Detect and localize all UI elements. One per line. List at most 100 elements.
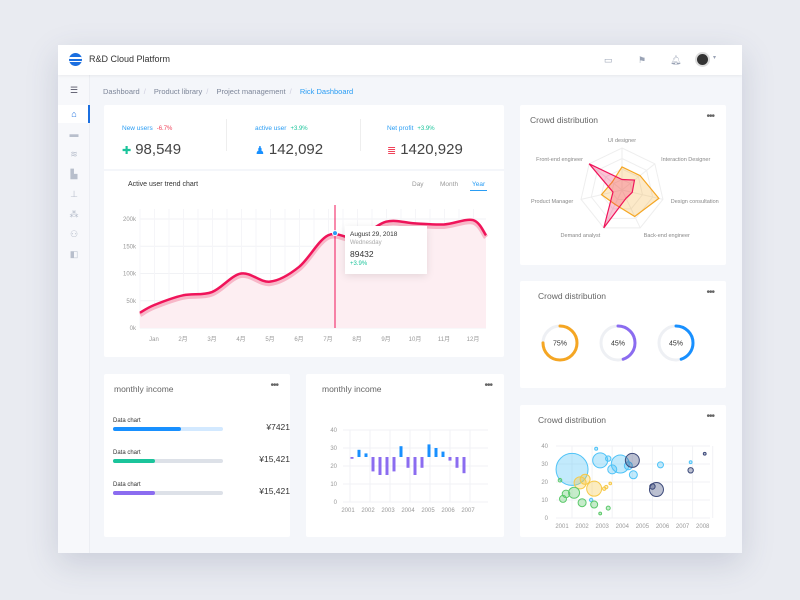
x-tick-label: 12月 <box>467 336 480 343</box>
y-tick-label: 40 <box>541 444 548 450</box>
gauge-arc <box>657 324 695 362</box>
income-value: ¥15,421 <box>259 486 290 496</box>
gauge-charts: 75% 45% 45% <box>541 324 695 362</box>
x-tick-label: Jan <box>149 337 159 343</box>
stat-net-profit: Net profit +3.9% ≣ 1420,929 <box>387 117 463 158</box>
tab-month[interactable]: Month <box>440 181 459 188</box>
radar-card: Crowd distribution ••• UI designer Intera… <box>520 105 726 265</box>
y-tick-label: 40 <box>330 428 337 434</box>
menu-icon[interactable]: ☰ <box>69 85 79 95</box>
stat-change: -6.7% <box>156 126 173 132</box>
x-tick-label: 7月 <box>323 336 332 343</box>
bar <box>420 457 424 468</box>
bubble <box>568 486 581 499</box>
y-tick-label: 0 <box>334 500 338 506</box>
bubble <box>557 477 563 483</box>
flag-icon[interactable]: ⚑ <box>638 55 647 65</box>
income-label: Data chart <box>113 450 141 456</box>
hover-point <box>332 230 338 237</box>
sidebar-item-monitor[interactable]: ▬ <box>69 129 79 139</box>
card-title: Crowd distribution <box>538 415 607 425</box>
bubble <box>579 473 591 485</box>
sidebar-item-hierarchy[interactable]: ⊥ <box>70 189 78 199</box>
radar-ring <box>611 178 633 200</box>
bar-chart: 0 10 20 30 40 2001 2002 2003 2004 2005 2006 2007 <box>330 428 488 514</box>
radar-ring <box>580 147 664 229</box>
breadcrumb-product-library[interactable]: Product library <box>153 87 203 96</box>
tab-year[interactable]: Year <box>470 181 488 191</box>
y-tick-label: 200k <box>123 217 137 223</box>
breadcrumb-dashboard[interactable]: Dashboard <box>103 87 140 96</box>
bar <box>392 457 396 472</box>
gauge-label: 45% <box>669 341 683 348</box>
radar-spoke <box>588 163 623 191</box>
more-icon[interactable]: ••• <box>706 411 714 422</box>
more-icon[interactable]: ••• <box>706 111 714 122</box>
stat-active-user: active user +3.9% ♟ 142,092 <box>255 117 323 158</box>
bar <box>364 453 368 457</box>
income-label: Data chart <box>113 418 141 424</box>
gauge-label: 45% <box>611 341 625 348</box>
tooltip-day: Wednesday <box>350 240 382 246</box>
breadcrumb-current: Rick Dashboard <box>299 87 354 96</box>
income-row: Data chart ¥15,421 <box>113 482 290 496</box>
bar <box>413 457 417 475</box>
x-tick-label: 2005 <box>636 524 650 530</box>
stat-change: +3.9% <box>417 126 435 132</box>
sidebar-item-building[interactable]: ▙ <box>70 169 78 179</box>
bubble <box>586 480 603 497</box>
breadcrumb-project-management[interactable]: Project management <box>216 87 286 96</box>
more-icon[interactable]: ••• <box>270 380 278 391</box>
avatar[interactable] <box>695 52 710 67</box>
y-tick-label: 20 <box>541 480 548 486</box>
radar-axis-label: Design consultation <box>671 199 719 205</box>
x-tick-label: 2003 <box>596 524 610 530</box>
x-tick-label: 2006 <box>441 508 455 514</box>
database-icon: ≣ <box>387 145 397 157</box>
app-title: R&D Cloud Platform <box>89 54 171 64</box>
card-title: monthly income <box>322 384 382 394</box>
bubble <box>592 452 609 469</box>
bar <box>434 448 438 457</box>
stat-label: New users <box>122 125 153 132</box>
sidebar-item-home[interactable]: ⌂ <box>58 105 90 123</box>
sidebar-item-users[interactable]: ⚇ <box>69 229 79 239</box>
tooltip-date: August 29, 2018 <box>350 231 398 238</box>
progress-fill <box>113 459 155 463</box>
sidebar-item-panel[interactable]: ◧ <box>69 249 79 259</box>
x-tick-label: 2003 <box>381 508 395 514</box>
progress-fill <box>113 491 155 495</box>
gauge-arc <box>541 324 579 362</box>
stat-change: +3.9% <box>290 126 308 132</box>
bell-icon[interactable]: 🔔︎ <box>670 55 682 65</box>
bar <box>399 446 403 457</box>
tooltip-value: 89432 <box>350 249 374 259</box>
bar <box>350 457 354 459</box>
bubble <box>702 451 707 456</box>
bubble <box>594 446 599 451</box>
bubble <box>656 461 664 469</box>
tab-day[interactable]: Day <box>412 181 424 188</box>
gauge-label: 75% <box>553 341 567 348</box>
radar-chart: UI designer Interaction Designer Design co… <box>531 138 719 239</box>
bar <box>441 451 445 457</box>
bubble <box>624 452 640 468</box>
y-tick-label: 150k <box>123 244 137 250</box>
chevron-down-icon[interactable]: ▾ <box>713 55 717 61</box>
bubble <box>605 455 612 462</box>
x-tick-label: 2004 <box>616 524 630 530</box>
x-tick-label: 8月 <box>352 336 361 343</box>
radar-ring <box>590 157 654 219</box>
radar-series <box>588 163 636 229</box>
sidebar-item-database[interactable]: ≋ <box>70 149 78 159</box>
sidebar-item-network[interactable]: ⁂ <box>69 209 79 219</box>
stat-value: 98,549 <box>135 141 182 158</box>
x-tick-label: 2002 <box>361 508 375 514</box>
income-card: monthly income ••• Data chart ¥7421 Data … <box>104 374 290 537</box>
x-tick-label: 11月 <box>438 336 450 343</box>
y-tick-label: 30 <box>330 446 337 452</box>
more-icon[interactable]: ••• <box>484 380 492 391</box>
layout-icon[interactable]: ▭ <box>604 55 613 65</box>
more-icon[interactable]: ••• <box>706 287 714 298</box>
card-title: Crowd distribution <box>530 115 599 125</box>
